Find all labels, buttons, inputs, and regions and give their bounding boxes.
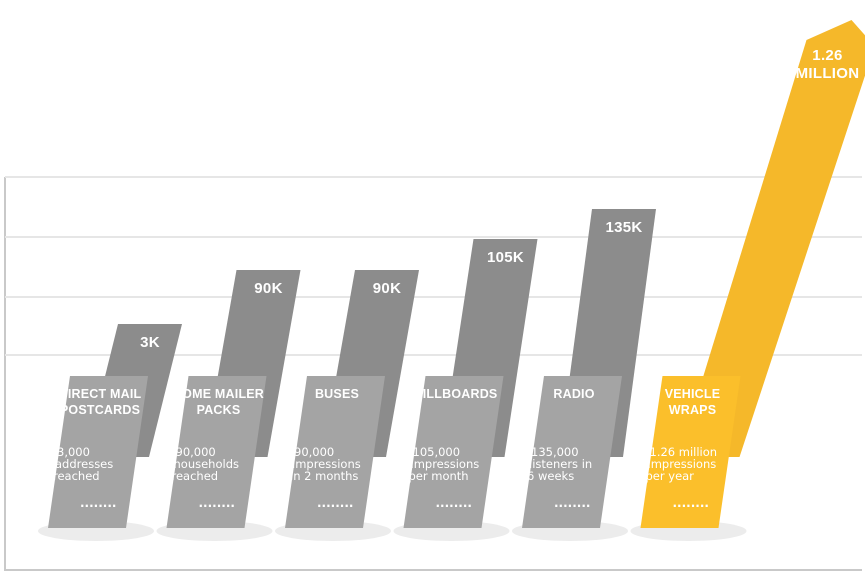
category-label: POSTCARDS bbox=[60, 403, 140, 417]
value-label: 90K bbox=[254, 280, 282, 297]
bar-group: 3K DIRECT MAIL POSTCARDS 3,000addressesreac… bbox=[38, 324, 182, 541]
category-label: HOME MAILER bbox=[173, 387, 264, 401]
description-line: 90,000 bbox=[294, 445, 334, 459]
description-line: reached bbox=[172, 469, 219, 483]
description-line: listeners in bbox=[529, 457, 592, 471]
category-label: BILLBOARDS bbox=[414, 387, 498, 401]
value-label: 1.26 bbox=[812, 47, 842, 64]
description-line: 105,000 bbox=[413, 445, 461, 459]
description-line: 6 weeks bbox=[527, 469, 574, 483]
description-line: 3,000 bbox=[57, 445, 90, 459]
description-line: 1.26 million bbox=[650, 445, 718, 459]
category-label: PACKS bbox=[197, 403, 241, 417]
description-line: per month bbox=[409, 469, 469, 483]
category-label: BUSES bbox=[315, 387, 359, 401]
dots: ........ bbox=[554, 496, 590, 510]
category-card bbox=[403, 376, 504, 528]
description-line: per year bbox=[646, 469, 695, 483]
description-line: impressions bbox=[292, 457, 361, 471]
category-card bbox=[166, 376, 267, 528]
category-card bbox=[640, 376, 741, 528]
description-line: households bbox=[174, 457, 240, 471]
description-line: reached bbox=[53, 469, 100, 483]
value-label: 90K bbox=[373, 280, 401, 297]
category-label: RADIO bbox=[553, 387, 594, 401]
dots: ........ bbox=[199, 496, 235, 510]
category-label: VEHICLE bbox=[665, 387, 721, 401]
bar-group: 90K HOME MAILER PACKS 90,000householdsreach… bbox=[156, 270, 301, 541]
dots: ........ bbox=[673, 496, 709, 510]
dots: ........ bbox=[80, 496, 116, 510]
value-label: 135K bbox=[605, 219, 642, 236]
category-label: DIRECT MAIL bbox=[59, 387, 142, 401]
description-line: impressions bbox=[411, 457, 480, 471]
description-line: 135,000 bbox=[531, 445, 579, 459]
value-label: 105K bbox=[487, 249, 524, 266]
description-line: impressions bbox=[648, 457, 717, 471]
value-label: MILLION bbox=[796, 65, 860, 82]
description-line: addresses bbox=[55, 457, 113, 471]
dots: ........ bbox=[436, 496, 472, 510]
description-line: in 2 months bbox=[290, 469, 358, 483]
dots: ........ bbox=[317, 496, 353, 510]
value-label: 3K bbox=[140, 334, 160, 351]
category-card bbox=[522, 376, 622, 528]
category-label: WRAPS bbox=[669, 403, 717, 417]
bar bbox=[678, 20, 865, 457]
category-card bbox=[285, 376, 385, 528]
category-card bbox=[48, 376, 148, 528]
description-line: 90,000 bbox=[176, 445, 216, 459]
